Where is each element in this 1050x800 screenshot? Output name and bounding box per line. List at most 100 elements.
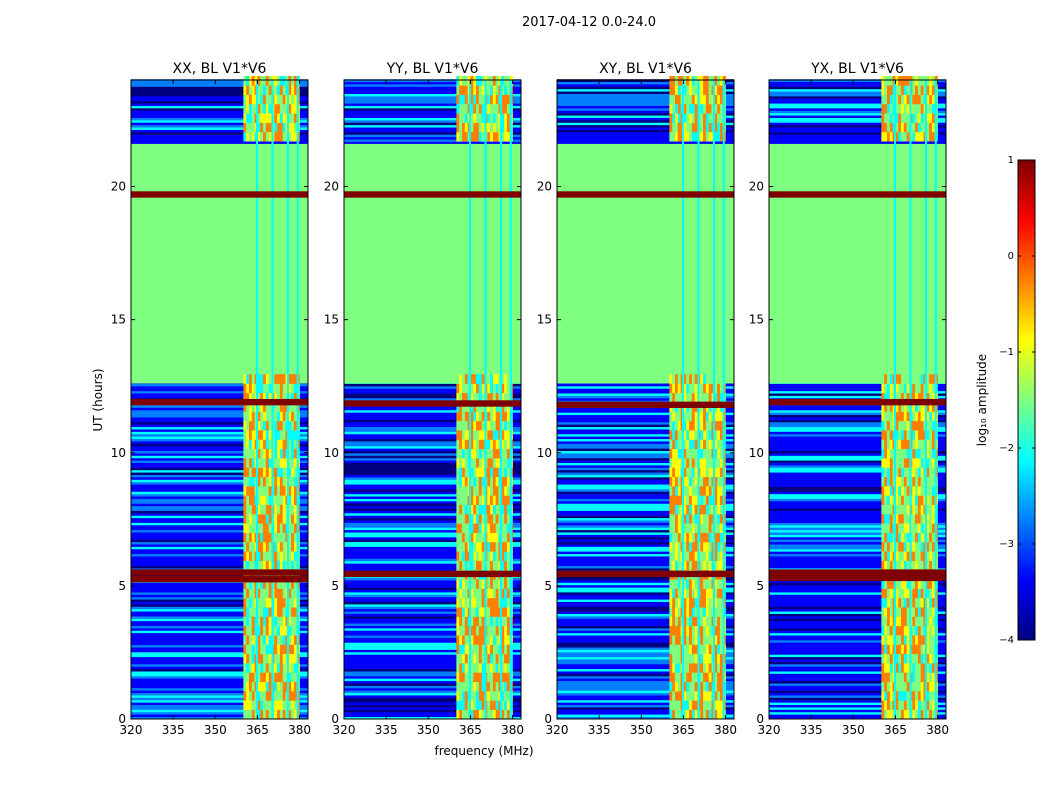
rfi-cell [700,113,704,123]
rfi-cell [459,448,463,459]
time-band [344,476,521,480]
time-band [131,565,308,569]
rfi-cell [501,551,505,561]
rfi-cell [683,85,687,95]
rfi-cell [683,486,687,496]
rfi-cell [501,597,505,608]
rfi-cell [504,430,508,440]
rfi-cell [675,448,679,459]
rfi-cell [481,691,485,701]
rfi-cell [506,467,511,478]
rfi-cell [686,392,690,403]
rfi-cell [478,374,482,384]
time-band [769,476,946,480]
rfi-cell [504,76,508,86]
rfi-cell [504,663,508,673]
time-band [131,124,308,128]
panel-frame [130,79,309,720]
rfi-cell [714,691,718,701]
time-band [557,642,734,646]
rfi-cell [895,597,899,608]
rfi-cell [929,672,933,683]
rfi-cell [926,579,930,589]
rfi-cell [677,513,681,524]
rfi-cell [277,392,281,403]
rfi-cell [686,504,690,515]
rfi-cell [895,374,899,384]
rfi-cell [462,85,466,95]
time-band [557,484,734,487]
rfi-cell [694,541,698,552]
rfi-cell [920,681,924,692]
rfi-cell [669,476,673,487]
rfi-cell [506,448,511,459]
rfi-cell [694,700,698,710]
rfi-cell [478,113,482,123]
rfi-cell [279,383,284,394]
rfi-cell [920,597,924,608]
rfi-cell [683,94,687,105]
rfi-cell [705,616,710,627]
rfi-cell [470,420,474,431]
rfi-cell [464,411,468,422]
rfi-cell [464,448,468,459]
rfi-cell [282,709,286,720]
rfi-cell [293,122,298,133]
rfi-cell [920,653,924,664]
rfi-cell [481,122,485,133]
time-band [131,627,308,631]
rfi-cell [274,691,278,701]
rfi-cell [884,635,888,645]
rfi-cell [700,383,704,394]
time-band [769,474,946,478]
time-band [769,651,946,655]
rfi-cell [906,700,910,710]
rfi-cell [691,94,695,105]
rfi-cell [672,616,676,627]
rfi-cell [881,103,885,114]
rfi-cell [920,392,924,403]
rfi-cell [462,672,466,683]
rfi-cell [700,560,704,571]
strong-band [344,400,521,407]
rfi-cell [887,644,891,655]
time-band [557,481,734,485]
rfi-cell [265,94,269,105]
rfi-cell [265,513,269,524]
rfi-cell [929,476,933,487]
rfi-cell [495,383,499,394]
rfi-cell [291,691,295,701]
rfi-cell [881,691,885,701]
rfi-cell [889,635,893,645]
rfi-cell [265,653,269,664]
time-band [769,532,946,535]
rfi-cell [495,103,499,114]
rfi-cell [931,579,936,589]
time-band [769,675,946,679]
rfi-cell [506,607,511,617]
rfi-cell [288,458,292,468]
rfi-cell [895,94,899,105]
rfi-cell [912,616,916,627]
rfi-cell [243,709,247,720]
time-band [344,673,521,677]
rfi-cell [265,85,269,95]
time-band [344,397,521,401]
time-band [344,91,521,94]
rfi-cell [703,467,707,478]
rfi-cell [675,625,679,636]
rfi-cell [717,700,721,710]
rfi-cell [291,579,295,589]
rfi-cell [717,663,721,673]
rfi-cell [683,635,687,645]
rfi-cell [288,560,292,571]
rfi-cell [481,458,485,468]
rfi-cell [708,541,712,552]
rfi-cell [917,467,922,478]
time-band [344,661,521,665]
rfi-cell [708,681,712,692]
rfi-cell [929,85,933,95]
time-band [344,532,521,535]
rfi-cell [495,439,499,450]
rfi-cell [672,625,676,636]
